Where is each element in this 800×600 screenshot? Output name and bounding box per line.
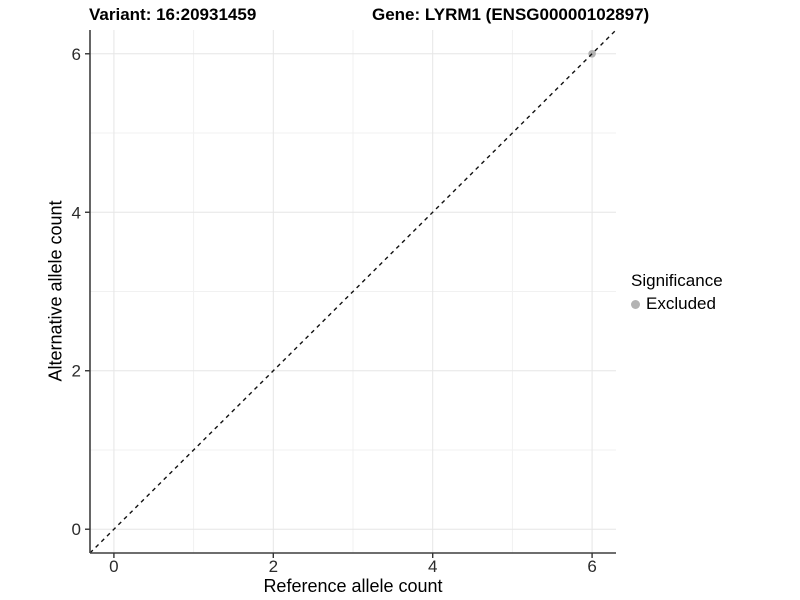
variant-title: Variant: 16:20931459 — [89, 5, 257, 24]
y-tick-label: 2 — [72, 362, 81, 381]
legend-title: Significance — [631, 271, 723, 290]
circle-icon — [631, 299, 640, 309]
legend-item-excluded: Excluded — [631, 294, 723, 314]
y-tick-label: 6 — [72, 45, 81, 64]
x-axis-title: Reference allele count — [263, 576, 443, 596]
x-tick-label: 2 — [269, 557, 278, 576]
legend: Significance Excluded — [631, 271, 723, 314]
x-tick-label: 4 — [428, 557, 437, 576]
x-tick-label: 0 — [109, 557, 118, 576]
x-tick-label: 6 — [587, 557, 596, 576]
identity-dashed-line — [89, 29, 617, 554]
y-tick-label: 0 — [72, 520, 81, 539]
legend-item-label: Excluded — [646, 294, 716, 313]
y-tick-label: 4 — [72, 203, 81, 222]
gene-title: Gene: LYRM1 (ENSG00000102897) — [372, 5, 650, 24]
y-axis-title: Alternative allele count — [45, 200, 66, 382]
